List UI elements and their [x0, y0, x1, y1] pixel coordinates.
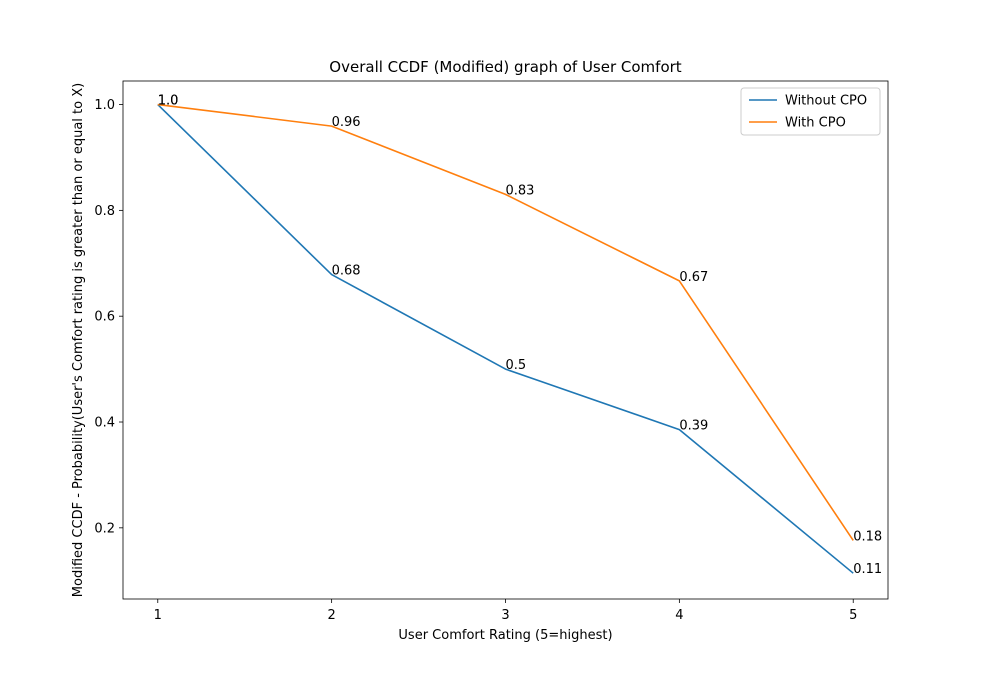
x-axis-label: User Comfort Rating (5=highest) — [398, 628, 612, 643]
x-tick-label: 2 — [327, 608, 335, 623]
legend-label: With CPO — [785, 116, 846, 131]
y-tick-label: 0.8 — [94, 204, 115, 219]
data-label: 0.5 — [506, 358, 527, 373]
data-label: 0.67 — [679, 270, 708, 285]
x-tick-label: 1 — [154, 608, 162, 623]
y-axis-label: Modified CCDF - Probability(User's Comfo… — [71, 83, 86, 597]
y-tick-label: 0.2 — [94, 521, 115, 536]
data-label: 0.18 — [853, 529, 882, 544]
data-label: 0.11 — [853, 562, 882, 577]
x-tick-label: 5 — [849, 608, 857, 623]
legend: Without CPO With CPO — [740, 87, 881, 136]
data-label: 1.0 — [158, 94, 179, 109]
legend-label: Without CPO — [785, 94, 867, 109]
x-tick-label: 4 — [675, 608, 683, 623]
data-label: 0.39 — [679, 419, 708, 434]
x-tick-label: 3 — [501, 608, 509, 623]
data-label: 0.68 — [332, 264, 361, 279]
y-tick-label: 0.6 — [94, 310, 115, 325]
plot-area: 1 2 3 4 50.20.40.60.81.0 1.00.680.50.390.111.… — [94, 80, 889, 623]
y-tick-label: 1.0 — [94, 98, 115, 113]
data-label: 0.96 — [332, 115, 361, 130]
series-line — [157, 103, 854, 574]
chart-title: Overall CCDF (Modified) graph of User Co… — [329, 58, 681, 76]
series-line — [157, 103, 854, 541]
data-label: 1.0 — [158, 94, 179, 109]
data-label: 0.83 — [506, 183, 535, 198]
y-tick-label: 0.4 — [94, 416, 115, 431]
